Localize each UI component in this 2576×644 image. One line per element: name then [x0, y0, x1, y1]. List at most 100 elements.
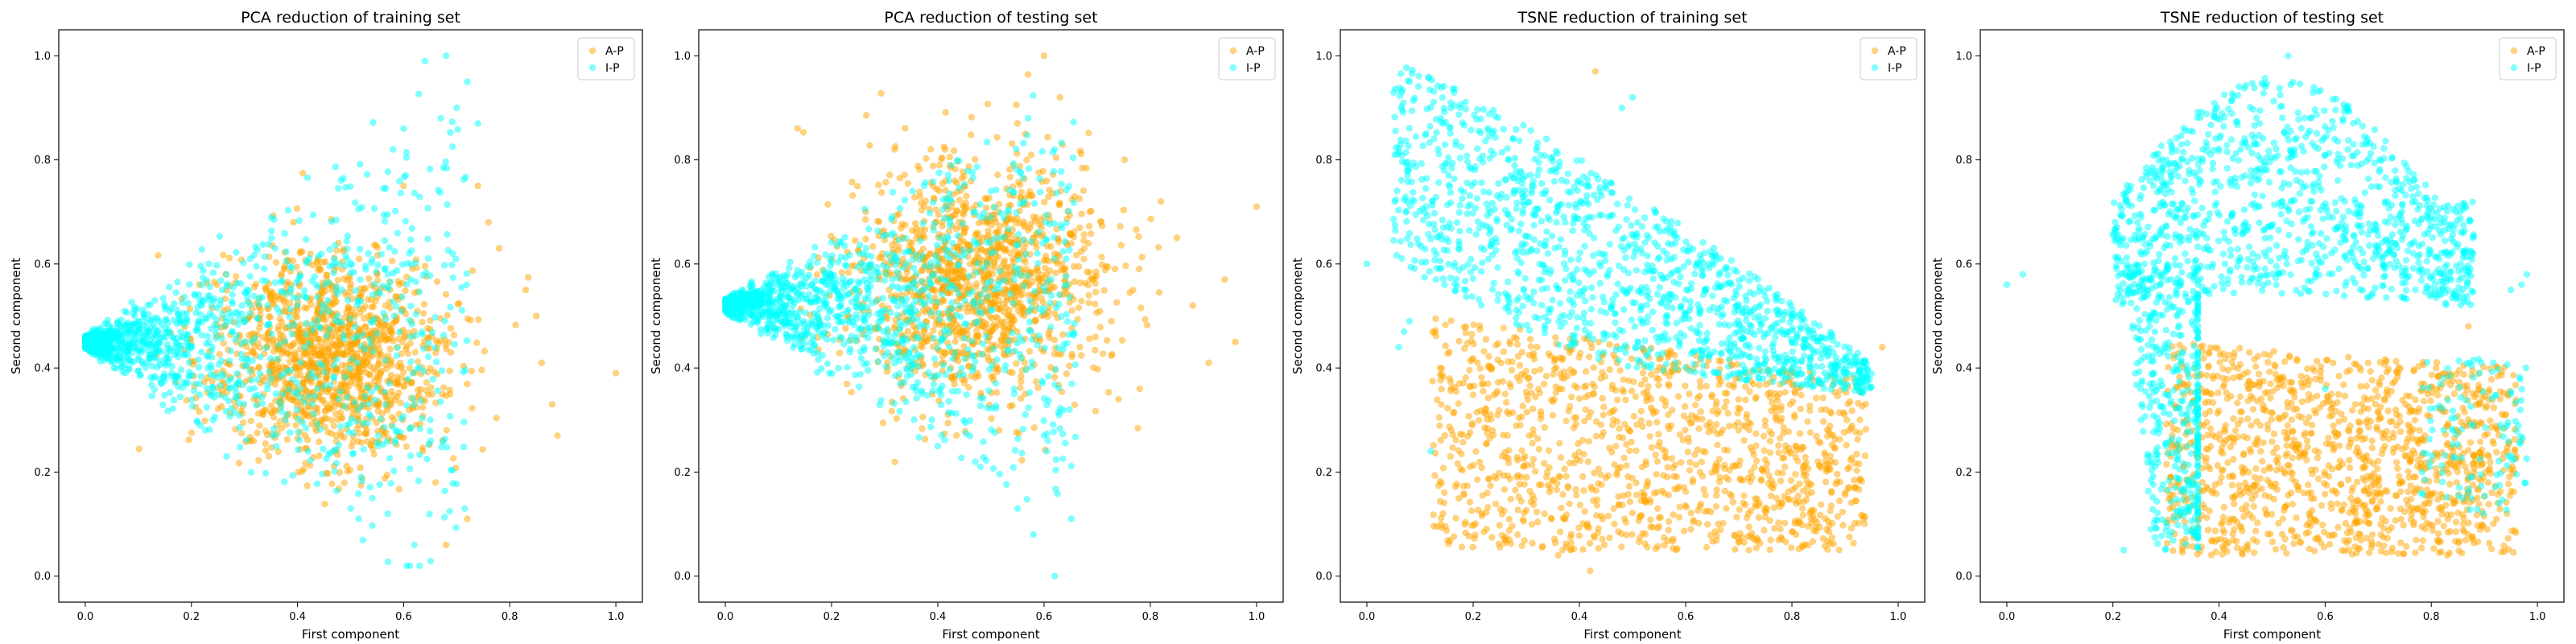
scatter-point — [965, 384, 972, 391]
scatter-point — [437, 114, 444, 122]
scatter-point — [1053, 225, 1060, 233]
scatter-point — [1232, 338, 1239, 345]
scatter-point — [204, 352, 211, 360]
scatter-point — [955, 357, 962, 365]
scatter-point — [293, 204, 301, 213]
scatter-point — [350, 406, 357, 413]
scatter-point — [1071, 278, 1079, 286]
scatter-point — [886, 171, 894, 179]
scatter-point — [314, 385, 321, 392]
scatter-point — [444, 312, 451, 319]
scatter-point — [259, 241, 266, 249]
scatter-point — [200, 275, 207, 282]
scatter-point — [346, 284, 354, 291]
scatter-point — [1041, 345, 1049, 352]
scatter-point — [361, 430, 369, 437]
scatter-point — [398, 261, 407, 268]
scatter-point — [837, 318, 844, 325]
scatter-point — [390, 467, 398, 475]
y-tick-label: 0.8 — [34, 155, 51, 167]
scatter-point — [1076, 344, 1084, 351]
scatter-point — [382, 217, 389, 225]
scatter-point — [865, 289, 872, 297]
scatter-point — [268, 362, 276, 369]
scatter-point — [155, 252, 162, 259]
scatter-point — [458, 307, 465, 314]
scatter-point — [1028, 237, 1035, 245]
scatter-point — [947, 196, 955, 204]
scatter-point — [328, 416, 335, 423]
scatter-point — [875, 181, 882, 188]
scatter-point — [448, 467, 456, 474]
scatter-point — [267, 375, 275, 382]
scatter-point — [833, 242, 841, 249]
scatter-point — [355, 515, 362, 522]
scatter-point — [337, 341, 345, 349]
scatter-point — [167, 389, 174, 396]
scatter-point — [227, 384, 234, 391]
scatter-point — [219, 310, 226, 317]
scatter-point — [312, 374, 320, 381]
scatter-point — [205, 339, 213, 346]
scatter-point — [938, 155, 945, 163]
scatter-point — [1108, 350, 1116, 358]
scatter-point — [1071, 262, 1078, 270]
scatter-point — [255, 300, 262, 308]
scatter-point — [1052, 466, 1059, 474]
scatter-point — [974, 318, 982, 325]
scatter-point — [1133, 226, 1140, 233]
scatter-point — [1085, 299, 1092, 307]
scatter-point — [407, 340, 414, 347]
scatter-point — [869, 243, 877, 250]
scatter-point — [1076, 279, 1084, 287]
scatter-point — [273, 355, 281, 362]
scatter-point — [1001, 300, 1008, 308]
scatter-point — [174, 279, 181, 286]
scatter-point — [916, 166, 923, 173]
scatter-point — [197, 373, 204, 380]
scatter-point — [229, 328, 236, 336]
scatter-point — [961, 251, 969, 258]
scatter-point — [1001, 233, 1008, 241]
scatter-point — [882, 363, 890, 370]
scatter-point — [446, 367, 453, 374]
scatter-point — [986, 239, 993, 246]
scatter-point — [1045, 193, 1052, 200]
scatter-point — [1173, 234, 1181, 242]
scatter-point — [308, 420, 316, 427]
scatter-point — [242, 338, 249, 345]
scatter-point — [828, 238, 836, 246]
scatter-point — [398, 374, 406, 382]
scatter-point — [972, 358, 979, 365]
scatter-point — [1013, 328, 1021, 336]
scatter-point — [1023, 156, 1030, 163]
scatter-point — [365, 356, 372, 363]
scatter-point — [390, 312, 398, 320]
scatter-point — [429, 375, 436, 383]
scatter-point — [835, 258, 842, 266]
scatter-point — [357, 382, 364, 389]
scatter-point — [964, 346, 972, 353]
scatter-point — [222, 270, 230, 278]
scatter-point — [247, 417, 255, 425]
scatter-point — [353, 359, 361, 366]
scatter-point — [980, 394, 987, 402]
scatter-point — [944, 419, 952, 427]
scatter-point — [612, 369, 620, 377]
scatter-point — [995, 234, 1003, 242]
scatter-point — [169, 405, 176, 412]
scatter-point — [882, 179, 890, 186]
scatter-point — [180, 320, 188, 328]
scatter-point — [386, 345, 394, 353]
scatter-point — [836, 349, 844, 357]
scatter-point — [1025, 165, 1033, 172]
scatter-point — [233, 273, 240, 280]
scatter-point — [953, 180, 960, 187]
scatter-point — [437, 398, 444, 406]
scatter-point — [441, 487, 448, 494]
scatter-point — [975, 332, 983, 340]
scatter-point — [380, 440, 387, 448]
scatter-point — [996, 222, 1004, 230]
scatter-point — [1092, 300, 1099, 308]
scatter-point — [225, 357, 233, 365]
